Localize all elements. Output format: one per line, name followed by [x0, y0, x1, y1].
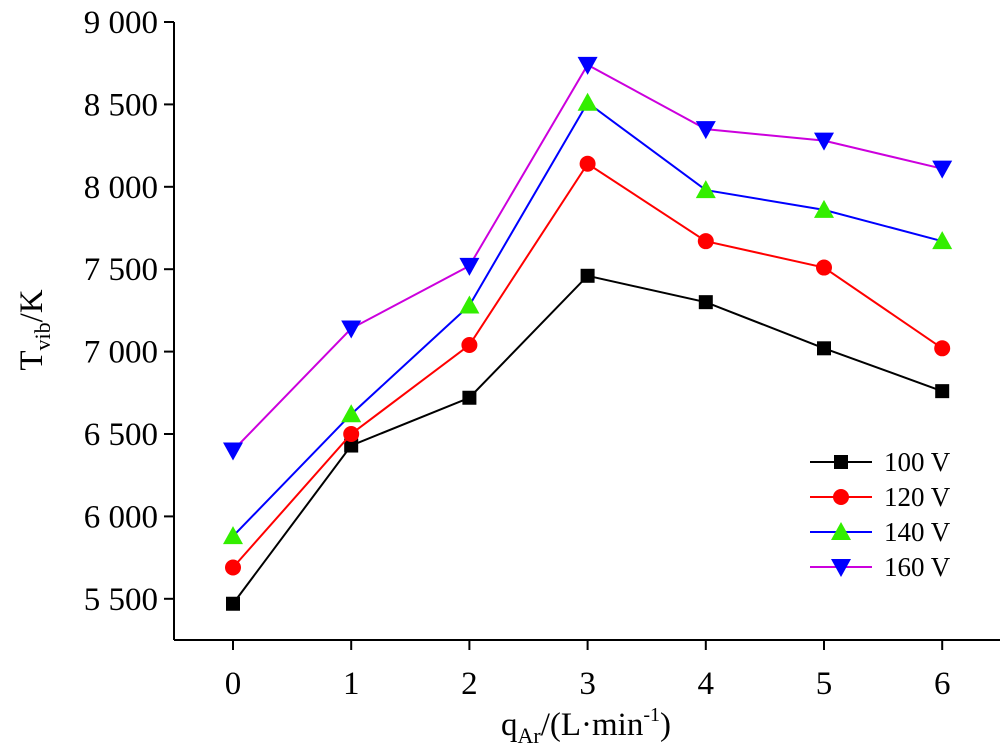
legend-marker: [831, 559, 851, 577]
data-point: [459, 295, 480, 314]
data-point: [462, 390, 477, 405]
legend-entry: 120 V: [810, 482, 951, 512]
data-point: [697, 233, 714, 250]
x-axis-ticks: 0 1 2 3 4 5 6: [225, 640, 951, 702]
data-point: [695, 121, 716, 140]
legend-marker: [831, 522, 851, 540]
legend-entry: 140 V: [810, 517, 951, 547]
series-line: [232, 63, 943, 452]
data-point: [459, 257, 480, 276]
axes: [173, 22, 1000, 641]
x-tick-label: 6: [934, 666, 951, 702]
legend-label: 100 V: [884, 447, 951, 477]
data-point: [814, 132, 834, 151]
data-point: [934, 340, 951, 357]
data-point: [935, 384, 950, 399]
series-line: [232, 274, 943, 605]
legend-entry: 100 V: [810, 447, 951, 477]
data-point: [225, 559, 241, 576]
series-160-v: [223, 56, 953, 461]
data-point: [223, 442, 243, 461]
x-tick-label: 1: [343, 666, 360, 702]
data-point: [223, 526, 243, 545]
x-tick-label: 2: [461, 666, 478, 702]
data-point: [341, 320, 362, 339]
y-tick-label: 6 500: [84, 417, 158, 453]
x-tick-label: 4: [698, 666, 715, 702]
data-point: [226, 596, 240, 611]
y-axis-ticks: 5 500 6 000 6 500 7 000 7 500 8 000 8 500 9 000: [84, 5, 174, 618]
data-point: [577, 56, 598, 75]
data-point: [695, 180, 716, 199]
series-layer: [223, 56, 953, 611]
y-tick-label: 5 500: [84, 582, 158, 618]
x-tick-label: 3: [579, 666, 596, 702]
data-point: [932, 160, 953, 179]
y-tick-label: 7 500: [84, 252, 158, 288]
y-tick-label: 8 500: [84, 87, 158, 123]
data-point: [579, 155, 596, 172]
y-tick-label: 8 000: [84, 170, 158, 206]
legend-marker: [833, 489, 849, 505]
data-point: [341, 404, 362, 423]
y-tick-label: 9 000: [84, 5, 158, 41]
legend: 100 V 120 V 140 V 160 V: [810, 447, 951, 582]
data-point: [817, 341, 831, 356]
legend-marker: [834, 455, 848, 469]
legend-entry: 160 V: [810, 552, 951, 582]
x-tick-label: 5: [816, 666, 833, 702]
data-point: [577, 92, 598, 111]
legend-label: 140 V: [884, 517, 951, 547]
data-point: [344, 438, 359, 453]
series-120-v: [225, 155, 951, 576]
data-point: [814, 199, 834, 218]
series-140-v: [223, 92, 953, 545]
data-point: [932, 231, 953, 250]
data-point: [343, 426, 360, 442]
y-tick-label: 6 000: [84, 499, 158, 535]
series-line: [232, 162, 943, 569]
x-tick-label: 0: [225, 666, 242, 702]
series-100-v: [226, 268, 950, 611]
x-axis-title: qAr/(L·min-1): [501, 704, 671, 748]
legend-label: 120 V: [884, 482, 951, 512]
data-point: [816, 259, 832, 276]
data-point: [580, 268, 595, 283]
y-axis-title: Tvib/K: [14, 289, 55, 370]
data-point: [698, 295, 713, 310]
legend-label: 160 V: [884, 552, 951, 582]
y-tick-label: 7 000: [84, 335, 158, 371]
data-point: [461, 337, 478, 354]
